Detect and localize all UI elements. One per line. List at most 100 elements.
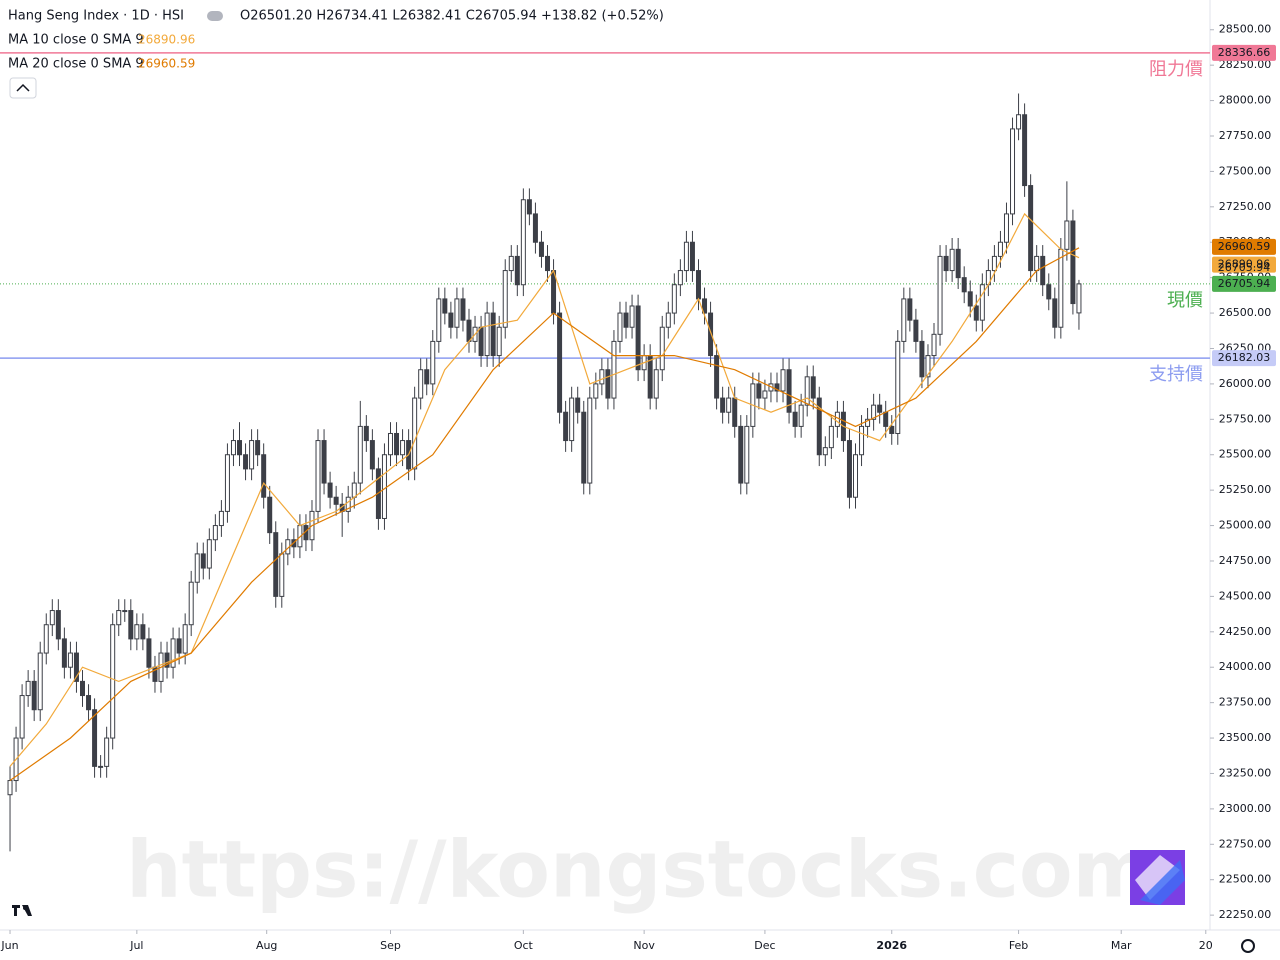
candle-body	[804, 376, 810, 406]
candle-body	[92, 709, 98, 767]
price-tag	[1212, 275, 1276, 292]
candle-body	[315, 440, 321, 512]
legend-value: 26890.96	[138, 33, 195, 47]
candle-body	[230, 440, 236, 456]
candle-body	[774, 383, 780, 392]
candle-body	[37, 652, 43, 711]
candle-body	[828, 425, 834, 449]
candle-body	[128, 610, 134, 640]
candle-body	[744, 425, 750, 484]
candle-body	[333, 496, 339, 505]
candle-body	[176, 638, 182, 654]
y-tick-label: 28000.00	[1219, 94, 1272, 107]
candle-body	[61, 638, 67, 668]
x-tick-label: Oct	[514, 939, 534, 952]
candle-body	[545, 255, 551, 272]
candle-body	[629, 305, 635, 328]
candle-body	[206, 539, 212, 569]
candle-body	[605, 369, 611, 399]
candle-body	[182, 624, 188, 654]
candle-body	[363, 425, 369, 442]
candle-body	[647, 355, 653, 399]
collapse-button[interactable]	[9, 77, 37, 99]
candle-body	[502, 270, 508, 328]
y-tick-label: 24000.00	[1219, 660, 1272, 673]
candle-body	[194, 553, 200, 583]
last-price-label: 26705.94	[1218, 261, 1271, 274]
candle-body	[424, 369, 430, 385]
candle-body	[351, 482, 357, 498]
candle-body	[520, 199, 526, 286]
candle-body	[1003, 213, 1009, 243]
candle-body	[212, 525, 218, 541]
candle-body	[611, 340, 617, 399]
chart-title: Hang Seng Index · 1D · HSI	[8, 9, 184, 24]
candle-body	[1016, 114, 1022, 130]
candle-body	[448, 312, 454, 328]
candle-body	[895, 340, 901, 434]
candle-body	[949, 248, 955, 272]
collapse-icon	[16, 83, 30, 92]
candle-body	[822, 447, 828, 456]
plot	[0, 52, 1210, 852]
settings-button[interactable]	[1241, 939, 1255, 953]
status-dot	[207, 11, 223, 21]
candle-body	[31, 680, 37, 711]
candle-body	[321, 440, 327, 484]
candle-body	[327, 482, 333, 498]
site-logo	[1130, 850, 1185, 905]
price-tag	[1212, 238, 1276, 255]
candle-body	[810, 376, 816, 399]
candle-body	[369, 440, 375, 470]
candle-body	[1022, 114, 1028, 187]
candle-body	[134, 624, 140, 640]
candle-body	[490, 312, 496, 357]
candle-body	[79, 680, 85, 697]
candle-body	[599, 369, 605, 385]
candle-body	[357, 425, 363, 484]
candle-body	[104, 737, 110, 767]
candle-body	[508, 255, 514, 272]
y-tick-label: 24250.00	[1219, 625, 1272, 638]
candle-body	[846, 440, 852, 498]
y-tick-label: 23250.00	[1219, 766, 1272, 779]
candle-body	[1034, 255, 1040, 272]
candle-body	[267, 496, 273, 534]
candle-body	[780, 369, 786, 392]
candle-body	[967, 291, 973, 307]
candle-body	[255, 440, 261, 456]
candle-body	[7, 780, 13, 796]
candle-body	[249, 440, 255, 470]
candle-body	[514, 255, 520, 286]
candle-body	[683, 241, 689, 272]
y-tick-label: 27750.00	[1219, 129, 1272, 142]
price-tag-label: 26960.59	[1218, 240, 1271, 253]
candle-body	[224, 454, 230, 512]
candle-body	[798, 404, 804, 427]
candle-body	[273, 532, 279, 597]
candle-body	[695, 270, 701, 300]
candle-body	[581, 411, 587, 484]
candle-body	[569, 397, 575, 442]
candle-body	[1028, 185, 1034, 272]
legend-value: 26960.59	[138, 57, 195, 71]
quote: O26501.20 H26734.41 L26382.41 C26705.94 …	[240, 9, 664, 24]
candle-body	[146, 638, 152, 668]
price-tag-label: 28336.66	[1218, 46, 1271, 59]
candle-body	[865, 418, 871, 427]
candle-body	[412, 397, 418, 470]
candle-body	[907, 298, 913, 321]
candle-body	[436, 298, 442, 342]
level-label: 現價	[1167, 290, 1203, 311]
candle-body	[991, 255, 997, 272]
candle-body	[261, 454, 267, 498]
candle-body	[345, 496, 351, 512]
x-tick-label: Feb	[1009, 939, 1028, 952]
legend-label: MA 10 close 0 SMA 9	[8, 33, 144, 48]
candle-body	[883, 411, 889, 427]
x-tick-label: Aug	[256, 939, 277, 952]
candle-body	[526, 199, 532, 215]
candle-body	[623, 312, 629, 328]
candle-body	[110, 624, 116, 739]
